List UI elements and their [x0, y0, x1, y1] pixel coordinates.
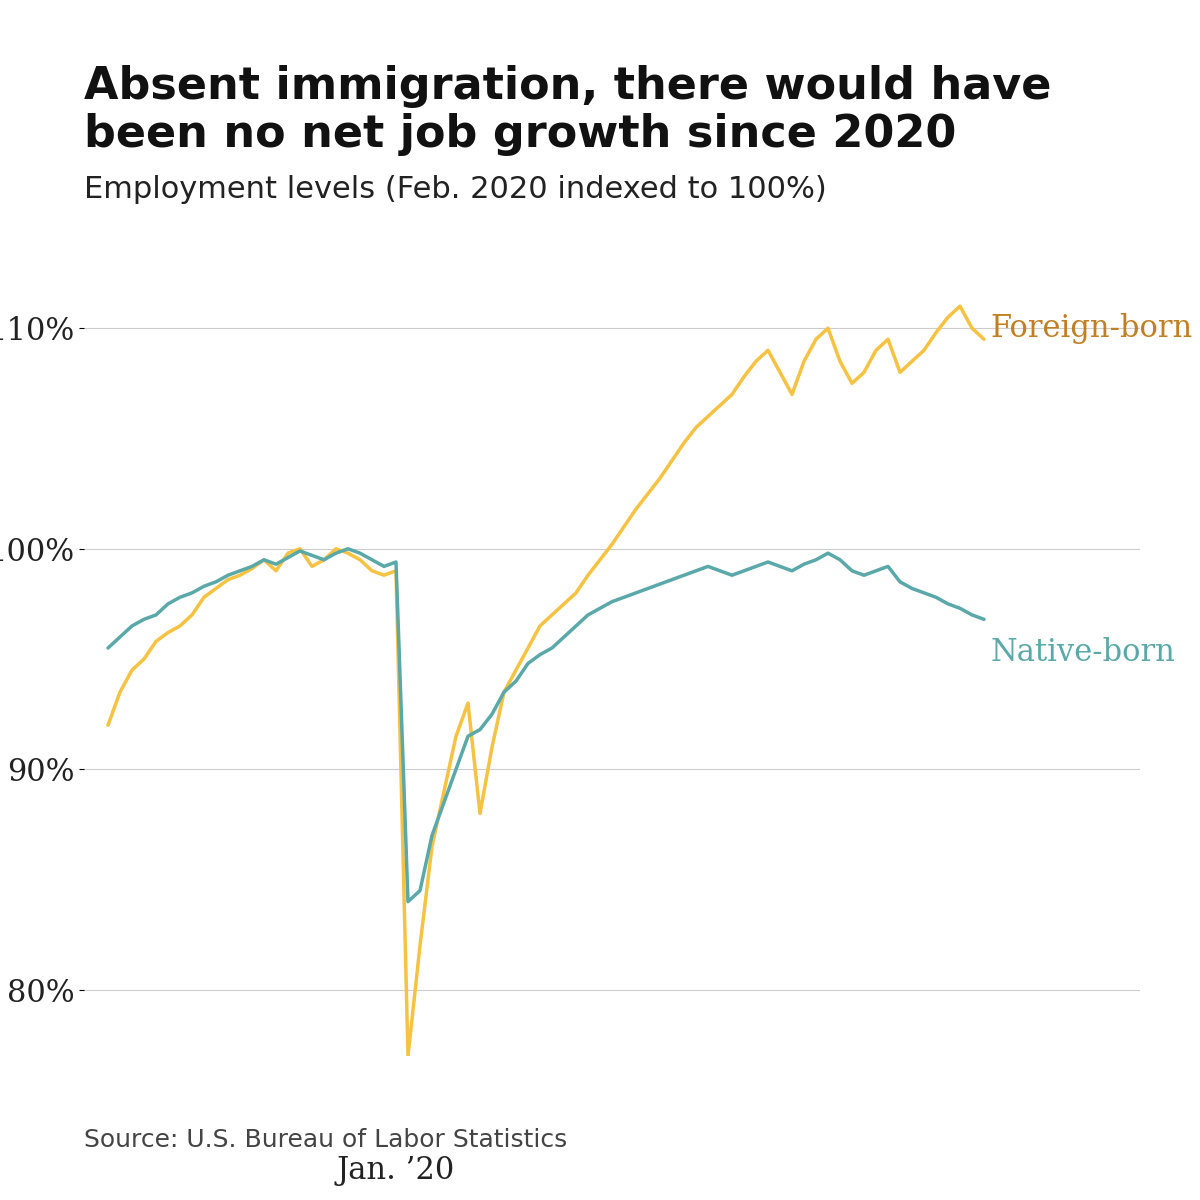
Text: Native-born: Native-born	[990, 637, 1175, 668]
Text: been no net job growth since 2020: been no net job growth since 2020	[84, 113, 956, 156]
Text: Absent immigration, there would have: Absent immigration, there would have	[84, 65, 1051, 108]
Text: Foreign-born: Foreign-born	[990, 313, 1193, 343]
Text: Source: U.S. Bureau of Labor Statistics: Source: U.S. Bureau of Labor Statistics	[84, 1128, 568, 1152]
Text: Employment levels (Feb. 2020 indexed to 100%): Employment levels (Feb. 2020 indexed to …	[84, 175, 827, 204]
Text: Jan. ’20: Jan. ’20	[337, 1156, 455, 1187]
